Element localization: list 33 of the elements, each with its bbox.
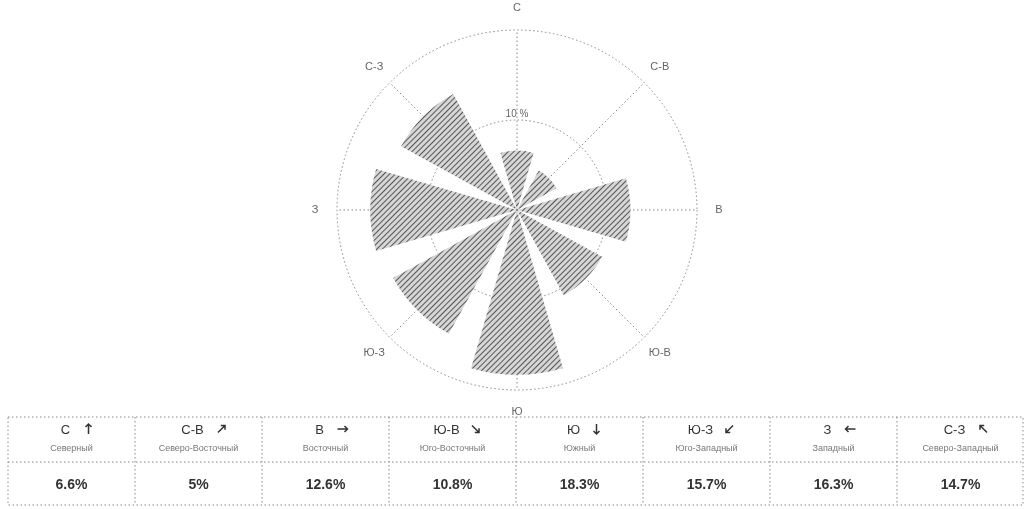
category-label: С-З <box>943 422 966 437</box>
text: Северо-Западный <box>922 443 999 453</box>
data-label: 10.8% <box>432 476 473 492</box>
category-label: В <box>715 202 723 215</box>
text: Северо-Восточный <box>158 443 239 453</box>
data-label: 16.3% <box>813 476 854 492</box>
category-label: Ю <box>511 404 523 417</box>
category-label: З <box>823 422 832 437</box>
text: Юго-Восточный <box>419 443 486 453</box>
category-label: В <box>315 422 324 437</box>
category-label: Ю-З <box>363 345 386 358</box>
text: Южный <box>563 443 596 453</box>
category-label: З <box>311 202 319 215</box>
category-label: С-В <box>650 60 670 73</box>
category-label: С-В <box>181 422 204 437</box>
category-label: С-З <box>365 60 384 73</box>
category-label: Ю-З <box>687 422 714 437</box>
data-label: 18.3% <box>559 476 600 492</box>
data-label: 6.6% <box>55 476 88 492</box>
data-label: 15.7% <box>686 476 727 492</box>
data-label: 14.7% <box>940 476 981 492</box>
category-label: С <box>60 422 71 437</box>
text: Юго-Западный <box>675 443 738 453</box>
data-label: 5% <box>188 476 210 492</box>
text: Западный <box>812 443 855 453</box>
text: Восточный <box>302 443 349 453</box>
data-label: 12.6% <box>305 476 346 492</box>
category-label: Ю <box>566 422 581 437</box>
category-label: Ю-В <box>648 345 671 358</box>
text: Северный <box>50 443 93 453</box>
category-label: Ю-В <box>433 422 460 437</box>
category-label: С <box>513 0 521 13</box>
text: 10 % <box>505 108 529 119</box>
